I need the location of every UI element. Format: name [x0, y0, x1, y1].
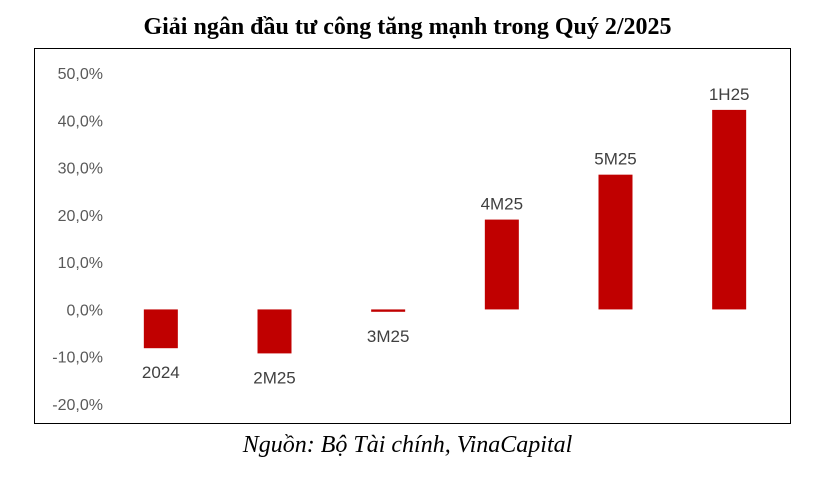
source-note: Nguồn: Bộ Tài chính, VinaCapital: [242, 432, 573, 458]
y-tick-label: -10,0%: [52, 350, 103, 367]
chart-title: Giải ngân đầu tư công tăng mạnh trong Qu…: [143, 14, 672, 40]
y-axis-ticks: 50,0% 40,0% 30,0% 20,0% 10,0% 0,0% -10,0% -20,0…: [52, 66, 103, 414]
category-label: 2M25: [253, 368, 296, 387]
y-tick-label: 20,0%: [58, 208, 103, 225]
category-label: 2024: [142, 363, 180, 382]
chart-frame: [34, 48, 791, 424]
bar-4m25: [484, 219, 519, 310]
bars: [143, 109, 747, 354]
category-labels: 2024 2M25 3M25 4M25 5M25 1H25: [142, 85, 750, 388]
category-label: 4M25: [481, 195, 524, 214]
category-label: 1H25: [709, 85, 750, 104]
y-tick-label: 40,0%: [58, 113, 103, 130]
y-tick-label: 0,0%: [67, 302, 103, 319]
category-label: 3M25: [367, 327, 410, 346]
y-tick-label: 10,0%: [58, 255, 103, 272]
bar-5m25: [598, 174, 633, 310]
bar-1h25: [712, 109, 747, 310]
bar-2024: [143, 309, 178, 349]
category-label: 5M25: [594, 150, 637, 169]
y-tick-label: 50,0%: [58, 66, 103, 83]
y-tick-label: 30,0%: [58, 161, 103, 178]
bar-3m25: [371, 309, 406, 312]
bar-2m25: [257, 309, 292, 354]
y-tick-label: -20,0%: [52, 397, 103, 414]
